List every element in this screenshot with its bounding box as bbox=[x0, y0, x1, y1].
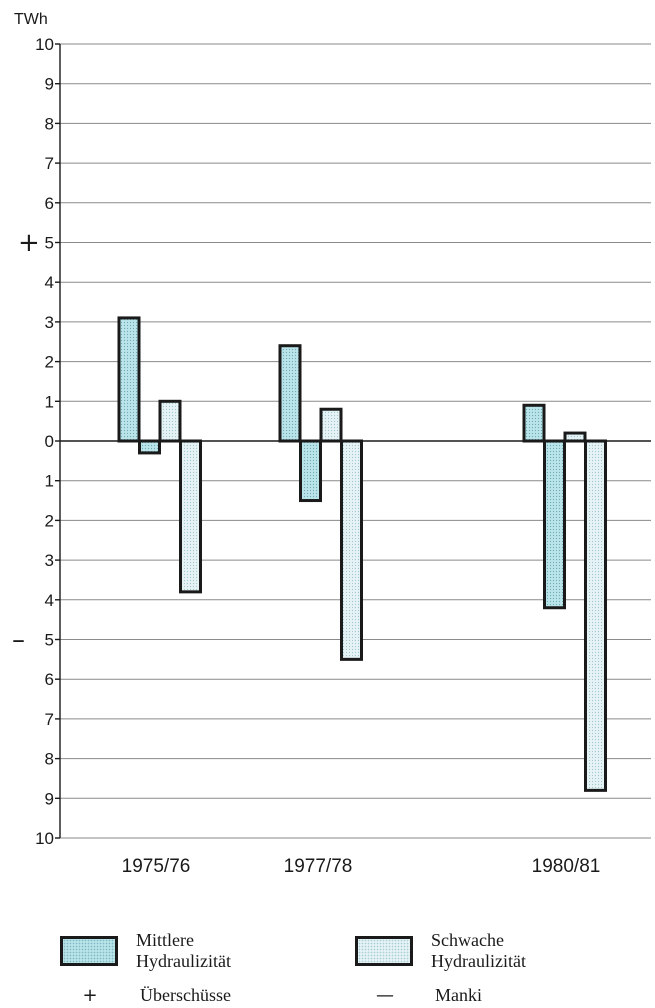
y-tick-label: 10 bbox=[35, 35, 54, 54]
bar-mittlere-deficit-0 bbox=[138, 439, 161, 455]
x-tick-label: 1980/81 bbox=[532, 856, 601, 877]
y-tick-label: 5 bbox=[45, 631, 54, 650]
y-tick-label: 10 bbox=[35, 829, 54, 848]
y-tick-label: 3 bbox=[45, 313, 54, 332]
y-tick-label: 4 bbox=[45, 273, 54, 292]
y-tick-label: 1 bbox=[45, 392, 54, 411]
y-tick-label: 1 bbox=[45, 472, 54, 491]
bar-mittlere-surplus-1 bbox=[278, 344, 302, 443]
bar-mittlere-surplus-2 bbox=[522, 403, 546, 443]
y-axis-unit: TWh bbox=[14, 11, 48, 28]
minus-sign: – bbox=[12, 625, 25, 655]
bar-mittlere-deficit-1 bbox=[299, 439, 322, 503]
y-tick-label: 4 bbox=[45, 591, 54, 610]
y-tick-label: 9 bbox=[45, 789, 54, 808]
plus-sign: + bbox=[18, 228, 40, 258]
y-tick-label: 6 bbox=[45, 194, 54, 213]
bar-schwache-deficit-0 bbox=[179, 439, 202, 594]
y-tick-label: 0 bbox=[45, 432, 54, 451]
x-tick-labels: 1975/76 1977/78 1980/81 bbox=[122, 856, 601, 877]
y-tick-label: 7 bbox=[45, 154, 54, 173]
y-tick-label: 6 bbox=[45, 670, 54, 689]
bar-schwache-surplus-2 bbox=[563, 431, 587, 443]
y-tick-label: 2 bbox=[45, 353, 54, 372]
y-tick-label: 8 bbox=[45, 114, 54, 133]
bar-mittlere-surplus-0 bbox=[117, 316, 141, 443]
x-tick-label: 1975/76 bbox=[122, 856, 191, 877]
y-tick-label: 9 bbox=[45, 75, 54, 94]
y-tick-label: 5 bbox=[45, 234, 54, 253]
y-tick-label: 7 bbox=[45, 710, 54, 729]
y-tick-label: 8 bbox=[45, 750, 54, 769]
y-tick-label: 3 bbox=[45, 551, 54, 570]
bar-mittlere-deficit-2 bbox=[543, 439, 566, 610]
bar-schwache-surplus-1 bbox=[319, 407, 343, 443]
bars bbox=[117, 316, 607, 792]
bar-schwache-deficit-1 bbox=[340, 439, 363, 661]
x-tick-label: 1977/78 bbox=[284, 856, 353, 877]
y-tick-label: 2 bbox=[45, 511, 54, 530]
bar-schwache-deficit-2 bbox=[584, 439, 607, 792]
bar-schwache-surplus-0 bbox=[158, 399, 182, 443]
